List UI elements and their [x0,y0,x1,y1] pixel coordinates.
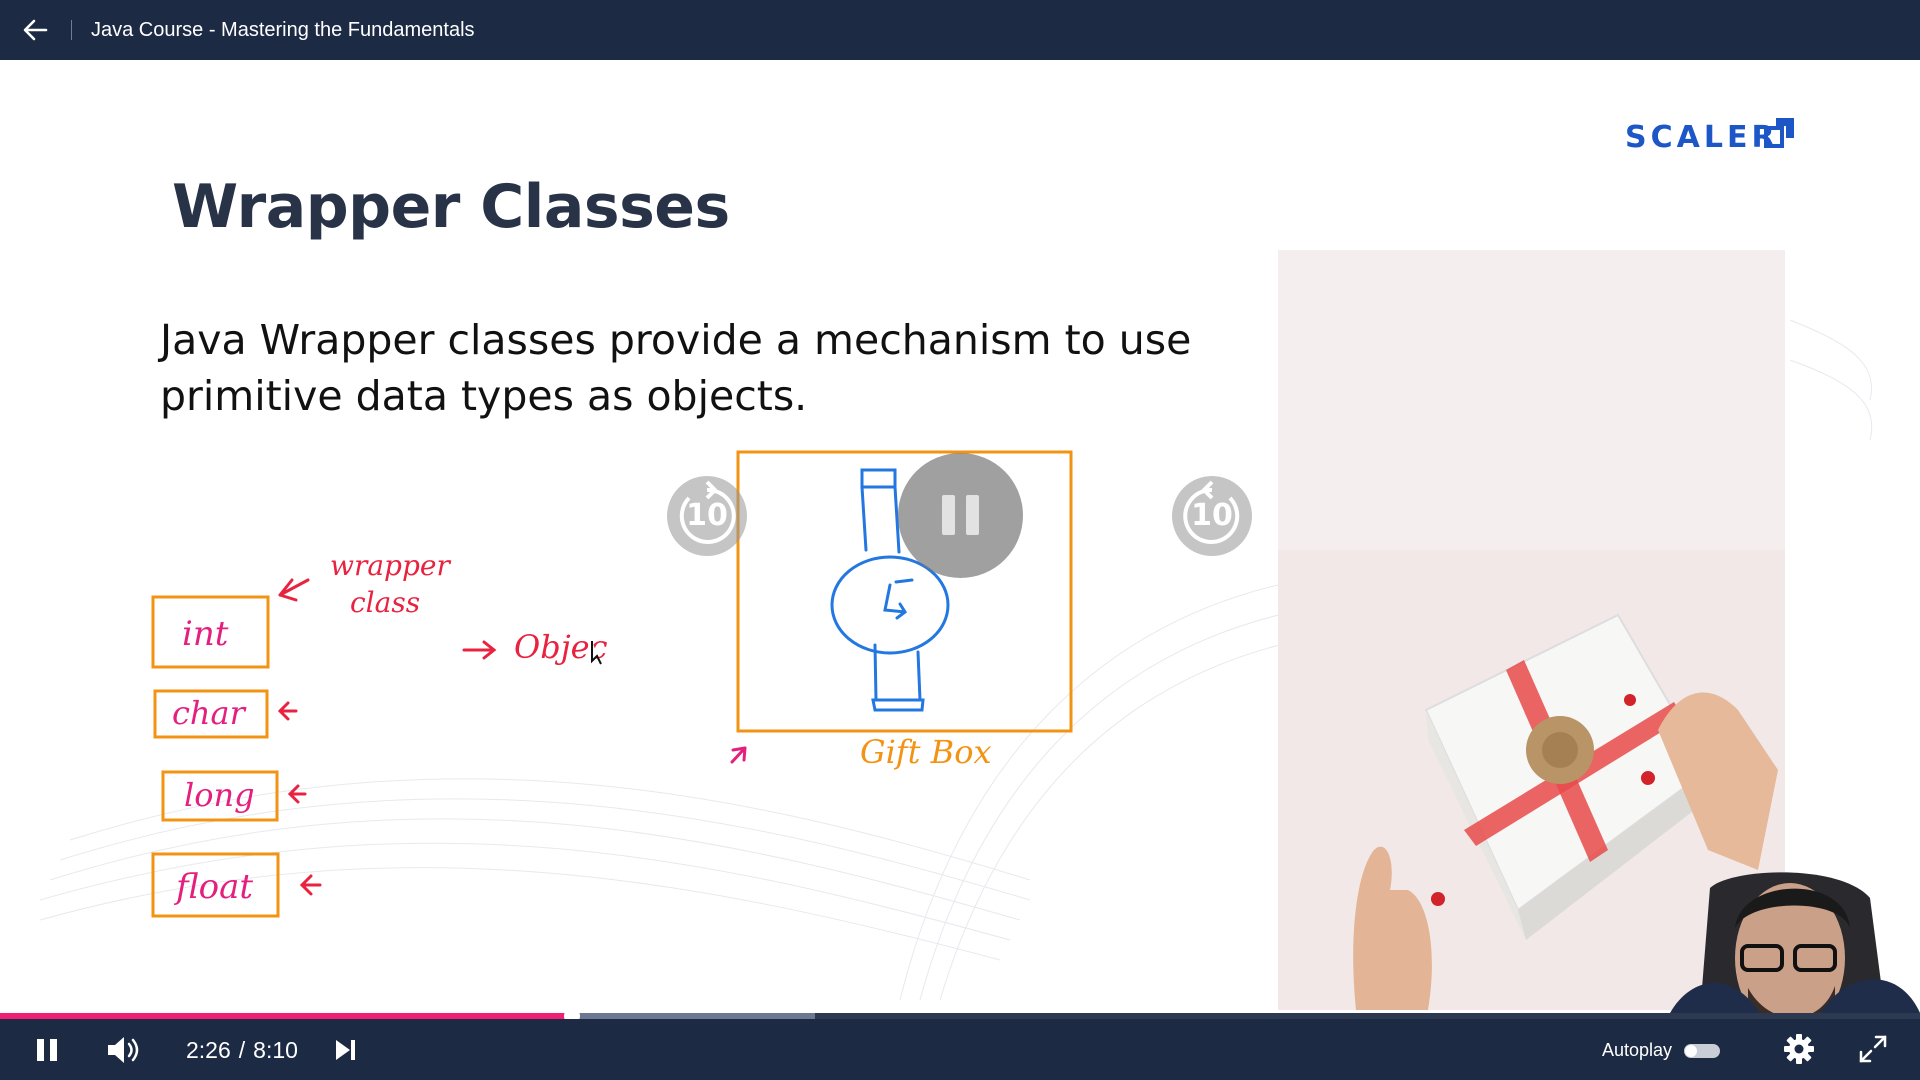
header-divider [71,20,72,40]
video-player[interactable]: SCALER Wrapper Classes Java Wrapper clas… [0,60,1920,1013]
next-video-button[interactable] [333,1037,359,1063]
gift-box-illustration [1424,613,1710,940]
pause-icon [942,495,979,535]
arrow-left-icon [23,19,48,41]
scaler-logo: SCALER [1625,116,1795,156]
autoplay-label: Autoplay [1602,1040,1673,1060]
scaler-mark-icon [1764,118,1794,148]
fullscreen-button[interactable] [1857,1033,1889,1065]
presenter-webcam [1670,872,1920,1013]
time-separator: / [238,1037,246,1063]
course-title: Java Course - Mastering the Fundamentals [91,19,475,41]
slide-body-text: Java Wrapper classes provide a mechanism… [160,316,1192,420]
forward-seconds-label: 10 [1191,498,1233,533]
pause-icon [37,1039,57,1061]
player-controls: 2:26 / 8:10 Autoplay [0,1019,1920,1080]
progress-played [0,1013,572,1019]
brand-wordmark: SCALER [1625,120,1779,155]
settings-button[interactable] [1782,1032,1816,1066]
volume-button[interactable] [104,1034,142,1066]
total-duration: 8:10 [253,1037,298,1063]
center-pause-button[interactable] [898,453,1023,578]
autoplay-toggle-knob [1685,1045,1697,1057]
volume-icon [108,1037,139,1063]
slide-title: Wrapper Classes [172,172,730,242]
play-pause-button[interactable] [32,1035,62,1065]
current-time: 2:26 [186,1037,231,1063]
gear-icon [1784,1034,1814,1064]
back-button[interactable] [16,14,54,46]
autoplay-toggle[interactable] [1684,1044,1720,1058]
rewind-icon [679,480,736,544]
rewind-10-button[interactable]: 10 [667,476,747,556]
forward-icon [1183,480,1240,544]
gift-box-photo [1278,250,1785,1010]
forward-10-button[interactable]: 10 [1172,476,1252,556]
skip-next-icon [336,1040,355,1060]
rewind-seconds-label: 10 [686,498,728,533]
fullscreen-icon [1859,1035,1887,1063]
top-bar: Java Course - Mastering the Fundamentals [0,0,1920,60]
time-display: 2:26 / 8:10 [186,1037,298,1063]
